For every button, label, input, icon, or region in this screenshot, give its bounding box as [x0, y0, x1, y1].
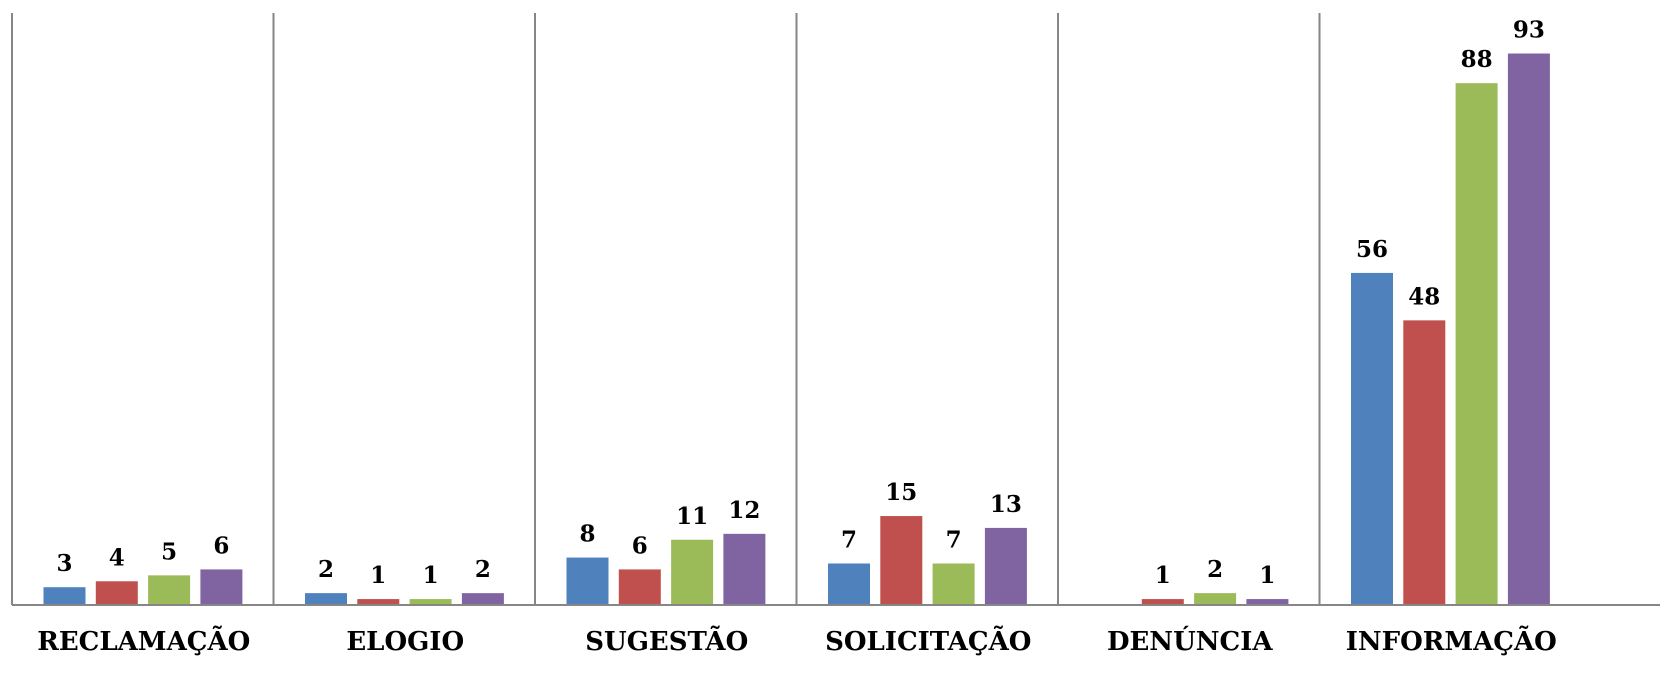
category-label: ELOGIO	[346, 627, 464, 657]
bar	[357, 599, 400, 605]
bar	[148, 575, 191, 605]
category-label: INFORMAÇÃO	[1346, 625, 1557, 657]
bar	[671, 539, 714, 605]
bar	[618, 569, 661, 605]
category-label: RECLAMAÇÃO	[37, 625, 250, 657]
data-label: 6	[213, 532, 229, 559]
bar	[1403, 320, 1446, 605]
data-label: 2	[475, 556, 491, 583]
bar	[1246, 599, 1289, 605]
bar	[828, 563, 870, 605]
bar	[566, 557, 609, 605]
data-label: 5	[161, 538, 177, 565]
category-separators	[11, 13, 1321, 605]
bar	[305, 593, 347, 605]
data-label: 15	[885, 479, 917, 506]
data-label: 7	[841, 526, 857, 553]
data-label: 12	[728, 497, 760, 524]
bar	[984, 527, 1027, 605]
bar	[1351, 272, 1393, 605]
bar	[1455, 83, 1498, 605]
data-label: 1	[370, 562, 386, 589]
bars-layer	[43, 53, 1550, 605]
data-label: 1	[1259, 562, 1275, 589]
bar	[461, 593, 504, 605]
bar	[880, 516, 923, 605]
bar	[409, 599, 452, 605]
bar	[200, 569, 243, 605]
bar	[932, 563, 975, 605]
bar	[1141, 599, 1184, 605]
data-label: 2	[318, 556, 334, 583]
bar	[95, 581, 138, 605]
data-label: 7	[946, 526, 962, 553]
category-label: SOLICITAÇÃO	[825, 625, 1031, 657]
bar	[1507, 53, 1550, 605]
category-labels-layer: RECLAMAÇÃO ELOGIO SUGESTÃO SOLICITAÇÃO DENÚN…	[37, 625, 1557, 657]
bar	[1194, 593, 1237, 605]
data-label: 1	[1155, 562, 1171, 589]
data-label: 48	[1408, 283, 1440, 310]
data-label: 8	[579, 521, 595, 548]
bar	[723, 533, 766, 605]
category-label: DENÚNCIA	[1107, 625, 1273, 657]
data-label: 56	[1356, 236, 1388, 263]
bar	[43, 587, 86, 605]
data-label: 88	[1461, 46, 1493, 73]
data-label: 11	[676, 503, 708, 530]
data-label: 1	[423, 562, 439, 589]
data-label: 13	[990, 491, 1022, 518]
category-label: SUGESTÃO	[585, 625, 748, 657]
data-label: 93	[1513, 17, 1545, 44]
data-label: 4	[109, 544, 125, 571]
data-label: 6	[632, 532, 648, 559]
data-label: 3	[56, 550, 72, 577]
data-label: 2	[1207, 556, 1223, 583]
